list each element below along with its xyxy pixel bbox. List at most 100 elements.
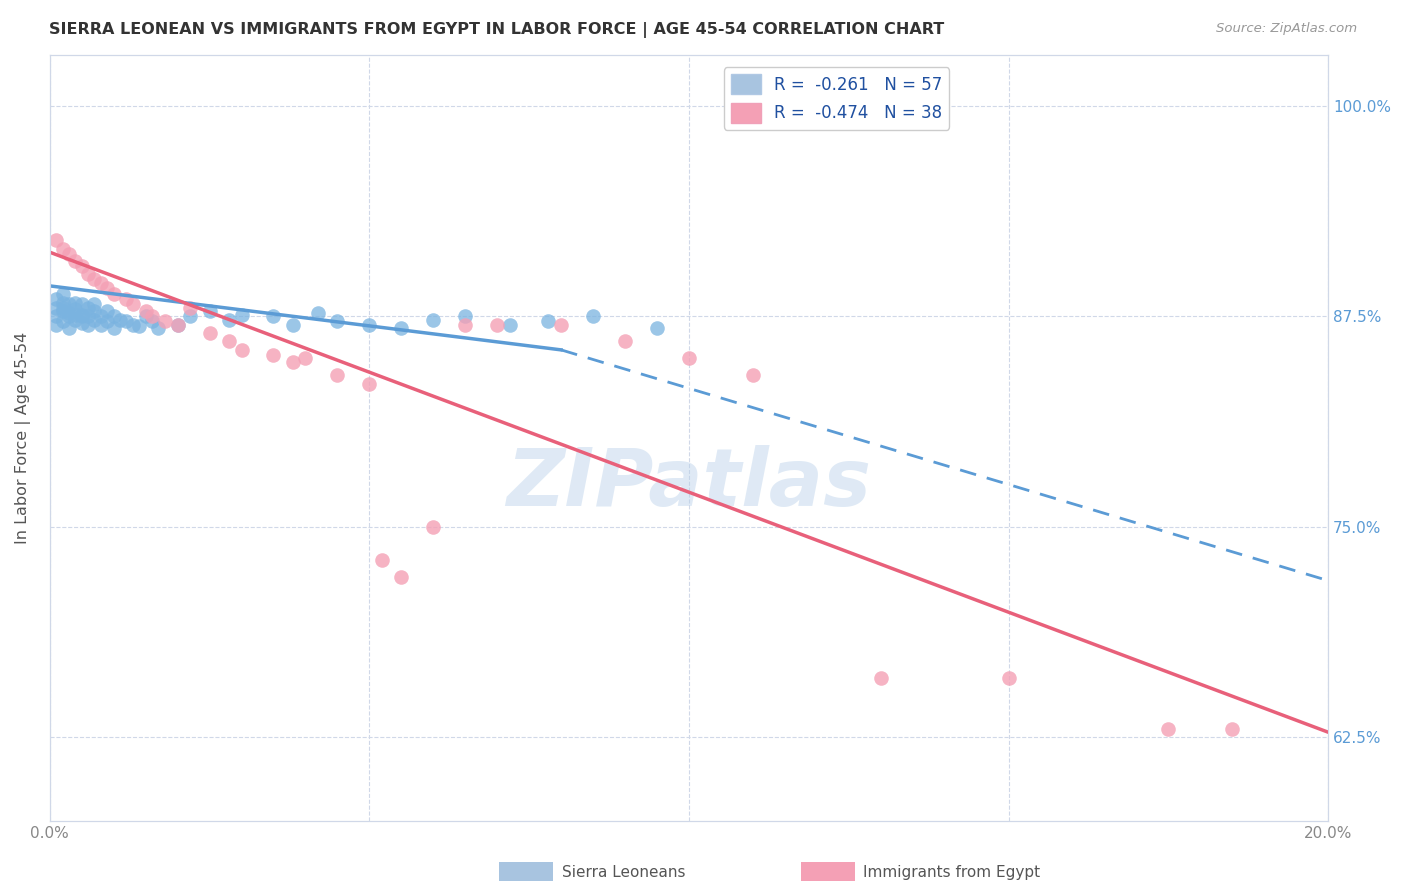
Point [179,309,201,323]
Point [550,318,572,332]
Point [422,312,444,326]
Text: Sierra Leoneans: Sierra Leoneans [562,865,686,880]
Text: Immigrants from Egypt: Immigrants from Egypt [863,865,1040,880]
Point [281,354,304,368]
Point [77,318,100,332]
Point [45,293,67,307]
Point [51,242,73,256]
Point [58,321,80,335]
Point [70,259,93,273]
Point [45,309,67,323]
Point [135,304,157,318]
Point [103,309,125,323]
Point [263,348,285,362]
Point [537,314,560,328]
Point [70,297,93,311]
Point [389,321,412,335]
Point [83,304,105,318]
Point [231,308,253,322]
Point [83,312,105,326]
Text: SIERRA LEONEAN VS IMMIGRANTS FROM EGYPT IN LABOR FORCE | AGE 45-54 CORRELATION C: SIERRA LEONEAN VS IMMIGRANTS FROM EGYPT … [49,22,945,38]
Point [371,553,394,567]
Point [359,318,381,332]
Point [218,334,240,349]
Point [678,351,700,366]
Point [128,319,150,334]
Point [51,304,73,318]
Point [51,301,73,315]
Point [96,304,118,318]
Point [65,253,87,268]
Legend: R =  -0.261   N = 57, R =  -0.474   N = 38: R = -0.261 N = 57, R = -0.474 N = 38 [724,67,949,129]
Point [218,312,240,326]
Point [58,309,80,323]
Point [96,280,118,294]
Point [869,671,891,685]
Point [582,309,605,323]
Point [614,334,637,349]
Point [166,318,188,332]
Point [263,309,285,323]
Y-axis label: In Labor Force | Age 45-54: In Labor Force | Age 45-54 [15,332,31,544]
Point [741,368,763,383]
Point [281,318,304,332]
Text: ZIPatlas: ZIPatlas [506,445,872,524]
Point [198,304,221,318]
Point [454,318,477,332]
Point [141,314,163,328]
Point [96,314,118,328]
Point [65,312,87,326]
Point [45,301,67,315]
Point [231,343,253,357]
Point [454,309,477,323]
Point [65,302,87,317]
Point [307,306,329,320]
Point [422,519,444,533]
Point [70,308,93,322]
Text: Source: ZipAtlas.com: Source: ZipAtlas.com [1216,22,1357,36]
Point [359,376,381,391]
Point [77,301,100,315]
Point [486,318,509,332]
Point [65,308,87,322]
Point [70,309,93,323]
Point [166,318,188,332]
Point [45,318,67,332]
Point [326,368,349,383]
Point [115,314,138,328]
Point [58,297,80,311]
Point [83,272,105,286]
Point [83,297,105,311]
Point [121,297,143,311]
Point [326,314,349,328]
Point [115,293,138,307]
Point [121,318,143,332]
Point [58,247,80,261]
Point [179,301,201,315]
Point [135,309,157,323]
Point [58,306,80,320]
Point [153,314,176,328]
Point [141,309,163,323]
Point [90,318,112,332]
Point [90,276,112,290]
Point [77,267,100,281]
Point [70,316,93,330]
Point [51,287,73,301]
Point [108,312,131,326]
Point [65,295,87,310]
Point [103,321,125,335]
Point [997,671,1019,685]
Point [1157,722,1180,736]
Point [45,234,67,248]
Point [389,570,412,584]
Point [645,321,668,335]
Point [1220,722,1243,736]
Point [51,295,73,310]
Point [294,351,316,366]
Point [90,309,112,323]
Point [51,314,73,328]
Point [198,326,221,340]
Point [499,318,522,332]
Point [103,287,125,301]
